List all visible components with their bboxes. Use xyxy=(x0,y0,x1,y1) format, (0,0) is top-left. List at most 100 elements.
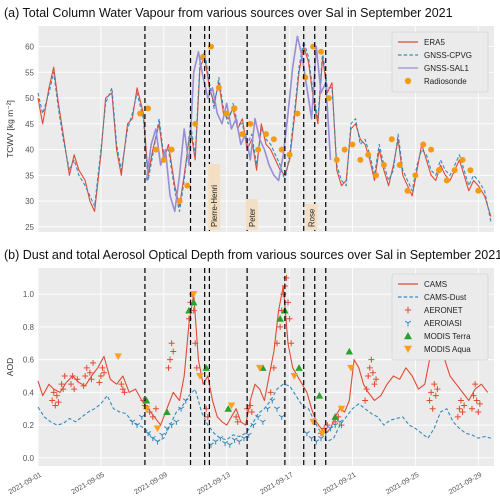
y-tick-label: 0.8 xyxy=(23,323,35,332)
legend-label-cams-dust: CAMS-Dust xyxy=(424,293,467,302)
aeronet-point xyxy=(167,356,174,363)
aeronet-point xyxy=(88,376,95,383)
chart-a-panel: 25 30 35 40 45 50 55 60 Pierre-Henri Peter Rose E… xyxy=(5,26,494,232)
aeroiasi-point xyxy=(212,439,219,445)
aeroiasi-point xyxy=(269,398,276,404)
aeronet-point xyxy=(267,389,274,396)
aeronet-point xyxy=(470,392,477,399)
radiosonde-point xyxy=(192,120,199,127)
radiosonde-point xyxy=(270,136,277,143)
aeronet-point xyxy=(371,381,378,388)
aeroiasi-point xyxy=(332,422,339,429)
storm-label-box xyxy=(305,204,318,230)
chart-a-y-axis-label: TCWV [kg m⁻²] xyxy=(5,100,15,158)
radiosonde-point xyxy=(215,84,222,91)
aeroiasi-point xyxy=(274,406,280,412)
aeronet-point xyxy=(368,356,375,363)
storm-label-box xyxy=(245,199,258,230)
aeronet-point xyxy=(431,381,438,388)
aeronet-point xyxy=(55,399,62,406)
radiosonde-point xyxy=(223,110,230,117)
aeronet-point xyxy=(71,386,78,393)
radiosonde-point xyxy=(467,167,474,174)
aeronet-point xyxy=(149,413,156,420)
chart-b-panel: 0.00.20.40.60.81.0 2021-09-01 2021-09-05 2… xyxy=(5,268,494,496)
radiosonde-point xyxy=(255,146,262,153)
aeronet-point xyxy=(146,409,153,415)
radiosonde-point xyxy=(435,167,442,174)
radiosonde-point xyxy=(365,151,372,158)
modis-terra-point xyxy=(295,364,303,371)
aeronet-point xyxy=(49,397,56,404)
aeronet-point xyxy=(121,389,128,396)
aeronet-point xyxy=(432,392,439,399)
radiosonde-point xyxy=(278,146,285,153)
aeronet-point xyxy=(99,364,106,371)
aeroiasi-point xyxy=(222,440,229,447)
radiosonde-point xyxy=(294,110,301,117)
cams-dust-line xyxy=(37,383,492,443)
x-tick-label: 2021-09-13 xyxy=(195,470,231,496)
legend-label-aeronet: AERONET xyxy=(424,306,463,315)
x-tick-label: 2021-09-29 xyxy=(447,470,483,496)
aeroiasi-point xyxy=(149,435,156,442)
chart-a-series xyxy=(37,35,492,222)
radiosonde-point xyxy=(420,141,427,148)
modis-terra-point xyxy=(163,408,171,415)
aeronet-point xyxy=(101,369,108,376)
aeroiasi-point xyxy=(236,439,243,445)
aeronet-point xyxy=(168,340,175,347)
aeronet-point xyxy=(362,397,369,404)
storm-label-box xyxy=(208,164,221,230)
radiosonde-point xyxy=(380,162,387,169)
aeronet-point xyxy=(468,405,475,412)
legend-box xyxy=(391,31,489,93)
aeronet-point xyxy=(165,364,172,371)
radiosonde-point xyxy=(388,136,395,143)
aeronet-point xyxy=(190,307,197,314)
aeroiasi-point xyxy=(264,406,271,412)
aeronet-point xyxy=(97,373,104,379)
aeroiasi-point xyxy=(182,398,189,404)
chart-b-title: (b) Dust and total Aerosol Optical Depth… xyxy=(4,248,500,262)
aeronet-point xyxy=(429,405,436,412)
modis-terra-point xyxy=(202,364,210,371)
radiosonde-point xyxy=(349,141,356,148)
cams-line xyxy=(37,285,489,434)
storm-label-pierre-henri: Pierre-Henri xyxy=(210,185,219,227)
modis-aqua-point xyxy=(153,425,162,433)
radiosonde-point xyxy=(341,146,348,153)
aeroiasi-point xyxy=(245,432,252,438)
radiosonde-point xyxy=(145,105,152,112)
radiosonde-point xyxy=(184,182,191,189)
chart-b-y-ticks: 0.0 0.2 0.4 0.6 0.8 1.0 xyxy=(23,290,35,463)
chart-b-event-lines xyxy=(144,268,327,466)
aeroiasi-point xyxy=(173,419,180,425)
x-tick-label: 2021-09-17 xyxy=(258,470,294,496)
aeroiasi-point xyxy=(308,435,315,442)
modis-aqua-point xyxy=(114,353,122,361)
aeronet-point xyxy=(83,364,90,371)
aeroiasi-point xyxy=(259,419,266,425)
radiosonde-point xyxy=(168,146,175,153)
radiosonde-point xyxy=(373,172,380,179)
aeronet-point xyxy=(428,389,435,396)
aeroiasi-legend-marker xyxy=(404,320,412,327)
radiosonde-point xyxy=(357,156,364,163)
aeroiasi-point xyxy=(154,439,161,445)
aeronet-point xyxy=(472,381,479,388)
chart-b-y-axis-label: AOD xyxy=(5,358,15,376)
aeronet-point xyxy=(152,405,159,412)
chart-a-storm-labels: Pierre-Henri Peter Rose xyxy=(208,164,318,230)
radiosonde-point xyxy=(443,177,450,184)
aeroiasi-point xyxy=(336,419,343,425)
era5-line xyxy=(37,46,492,217)
radiosonde-point xyxy=(137,110,144,117)
y-tick-label: 40 xyxy=(25,146,34,155)
aeronet-point xyxy=(270,364,277,371)
y-tick-label: 25 xyxy=(25,223,34,232)
y-tick-label: 50 xyxy=(25,94,34,103)
radiosonde-point xyxy=(325,95,332,102)
aeronet-point xyxy=(96,379,103,386)
